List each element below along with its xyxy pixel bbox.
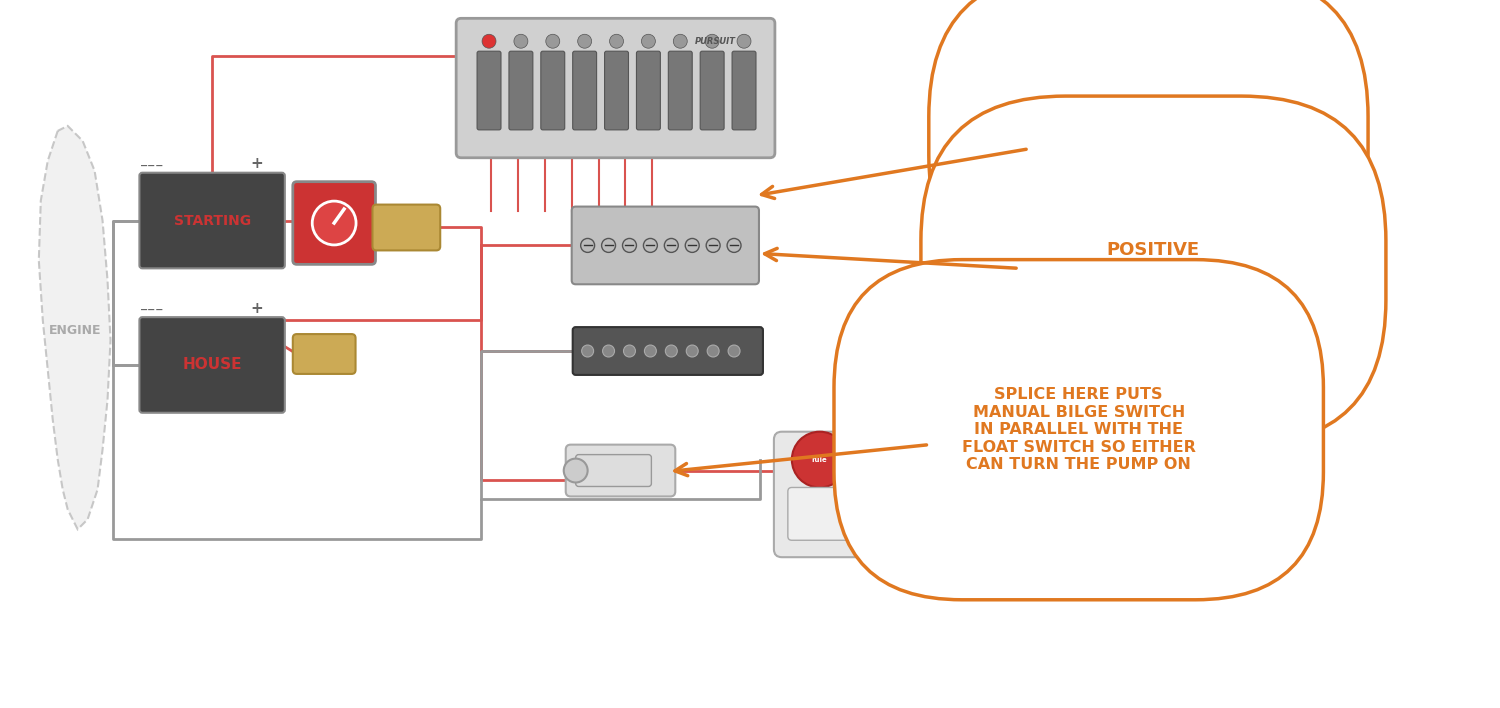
Text: −−−: −−−: [140, 161, 165, 171]
Circle shape: [728, 345, 740, 357]
Circle shape: [582, 345, 594, 357]
Text: POSITIVE
“SWITCH LEG”
TERMINAL BLOCK: POSITIVE “SWITCH LEG” TERMINAL BLOCK: [1065, 241, 1242, 300]
Circle shape: [609, 34, 624, 48]
Circle shape: [686, 239, 699, 252]
FancyBboxPatch shape: [700, 51, 724, 130]
FancyBboxPatch shape: [477, 51, 501, 130]
Circle shape: [642, 34, 656, 48]
Circle shape: [705, 34, 718, 48]
Circle shape: [514, 34, 528, 48]
Circle shape: [792, 432, 847, 488]
Text: rule: rule: [812, 457, 828, 462]
Text: +: +: [251, 156, 264, 171]
FancyBboxPatch shape: [669, 51, 692, 130]
Text: LEADS FROM
SWITCH PANEL: LEADS FROM SWITCH PANEL: [1072, 116, 1224, 155]
FancyBboxPatch shape: [542, 51, 564, 130]
Circle shape: [664, 239, 678, 252]
FancyBboxPatch shape: [604, 51, 628, 130]
Text: PURSUIT: PURSUIT: [694, 37, 735, 46]
FancyBboxPatch shape: [573, 51, 597, 130]
Circle shape: [728, 239, 741, 252]
FancyBboxPatch shape: [456, 18, 776, 158]
Circle shape: [624, 345, 636, 357]
Circle shape: [603, 345, 615, 357]
Circle shape: [580, 239, 594, 252]
FancyBboxPatch shape: [573, 327, 764, 375]
FancyBboxPatch shape: [140, 317, 285, 413]
FancyBboxPatch shape: [636, 51, 660, 130]
Circle shape: [602, 239, 615, 252]
Circle shape: [674, 34, 687, 48]
FancyBboxPatch shape: [566, 445, 675, 496]
Circle shape: [666, 345, 678, 357]
Circle shape: [312, 201, 356, 245]
Circle shape: [644, 239, 657, 252]
Circle shape: [578, 34, 591, 48]
Text: STARTING: STARTING: [174, 214, 250, 227]
Polygon shape: [39, 126, 111, 530]
Circle shape: [645, 345, 657, 357]
FancyBboxPatch shape: [509, 51, 532, 130]
Text: ENGINE: ENGINE: [48, 324, 100, 336]
Text: +: +: [251, 301, 264, 316]
Text: HOUSE: HOUSE: [183, 358, 242, 372]
Text: SPLICE HERE PUTS
MANUAL BILGE SWITCH
IN PARALLEL WITH THE
FLOAT SWITCH SO EITHER: SPLICE HERE PUTS MANUAL BILGE SWITCH IN …: [962, 387, 1196, 472]
Circle shape: [622, 239, 636, 252]
FancyBboxPatch shape: [292, 182, 375, 264]
Circle shape: [706, 239, 720, 252]
Circle shape: [706, 345, 718, 357]
FancyBboxPatch shape: [576, 455, 651, 486]
Text: −−−: −−−: [140, 305, 165, 315]
FancyBboxPatch shape: [292, 334, 356, 374]
Circle shape: [687, 345, 698, 357]
FancyBboxPatch shape: [572, 207, 759, 285]
Circle shape: [564, 459, 588, 482]
FancyBboxPatch shape: [140, 173, 285, 268]
FancyBboxPatch shape: [372, 205, 440, 251]
Circle shape: [736, 34, 752, 48]
FancyBboxPatch shape: [732, 51, 756, 130]
FancyBboxPatch shape: [788, 488, 852, 540]
FancyBboxPatch shape: [774, 432, 865, 557]
Circle shape: [482, 34, 496, 48]
Circle shape: [546, 34, 560, 48]
